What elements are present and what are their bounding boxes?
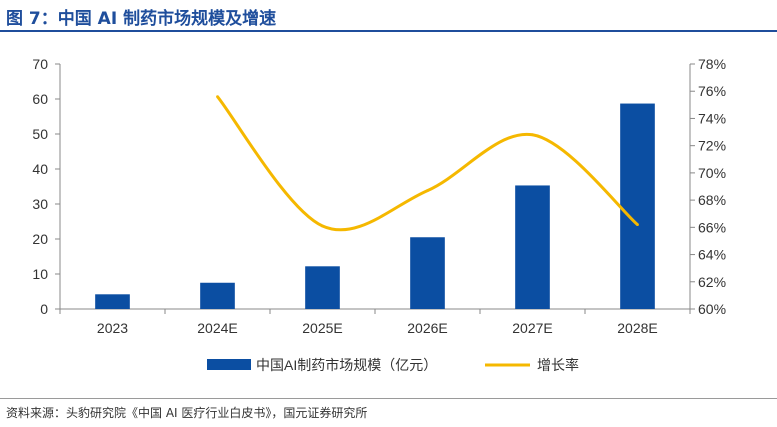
bar-2023 xyxy=(95,294,130,309)
bar-2027E xyxy=(515,185,550,309)
axes: 0 10 20 30 40 50 60 70 60% 62% 64% 66% 68% 70% 72% 74% 7… xyxy=(32,56,726,336)
growth-rate-point-2025E xyxy=(321,224,324,228)
figure-title: 图 7：中国 AI 制药市场规模及增速 xyxy=(6,9,277,29)
x-category-label: 2027E xyxy=(512,320,552,336)
x-category-label: 2028E xyxy=(617,320,657,336)
source-note: 资料来源：头豹研究院《中国 AI 医疗行业白皮书》，国元证券研究所 xyxy=(6,406,368,420)
source-rule xyxy=(0,398,777,399)
bar-2026E xyxy=(410,237,445,309)
right-tick-label: 72% xyxy=(698,138,726,154)
legend-line-label: 增长率 xyxy=(537,357,579,373)
bar-series xyxy=(95,103,655,309)
right-tick-label: 66% xyxy=(698,219,726,235)
right-tick-label: 60% xyxy=(698,301,726,317)
right-tick-label: 68% xyxy=(698,192,726,208)
left-tick-label: 50 xyxy=(32,126,48,142)
left-tick-label: 10 xyxy=(32,266,48,282)
right-tick-label: 76% xyxy=(698,83,726,99)
x-category-label: 2026E xyxy=(407,320,447,336)
legend-bar-swatch xyxy=(207,359,251,370)
title-rule xyxy=(0,30,777,32)
combo-chart: 0 10 20 30 40 50 60 70 60% 62% 64% 66% 68% 70% 72% 74% 7… xyxy=(32,56,726,373)
growth-rate-point-2027E xyxy=(531,133,534,137)
left-tick-label: 40 xyxy=(32,161,48,177)
right-tick-label: 74% xyxy=(698,110,726,126)
growth-rate-point-2028E xyxy=(636,223,639,227)
legend-bar-label: 中国AI制药市场规模（亿元） xyxy=(256,357,437,373)
x-category-label: 2023 xyxy=(97,320,128,336)
x-category-label: 2024E xyxy=(197,320,237,336)
right-tick-label: 64% xyxy=(698,247,726,263)
line-series xyxy=(216,95,639,232)
legend: 中国AI制药市场规模（亿元） 增长率 xyxy=(207,357,579,373)
left-tick-label: 0 xyxy=(40,301,48,317)
left-tick-label: 20 xyxy=(32,231,48,247)
growth-rate-line xyxy=(216,95,639,232)
right-tick-label: 70% xyxy=(698,165,726,181)
right-tick-label: 78% xyxy=(698,56,726,72)
right-tick-label: 62% xyxy=(698,274,726,290)
bar-2024E xyxy=(200,282,235,309)
left-tick-label: 60 xyxy=(32,91,48,107)
bar-2025E xyxy=(305,266,340,309)
left-tick-label: 70 xyxy=(32,56,48,72)
x-category-label: 2025E xyxy=(302,320,342,336)
growth-rate-point-2024E xyxy=(216,95,219,99)
growth-rate-point-2026E xyxy=(426,189,429,192)
left-tick-label: 30 xyxy=(32,196,48,212)
bar-2028E xyxy=(620,103,655,309)
